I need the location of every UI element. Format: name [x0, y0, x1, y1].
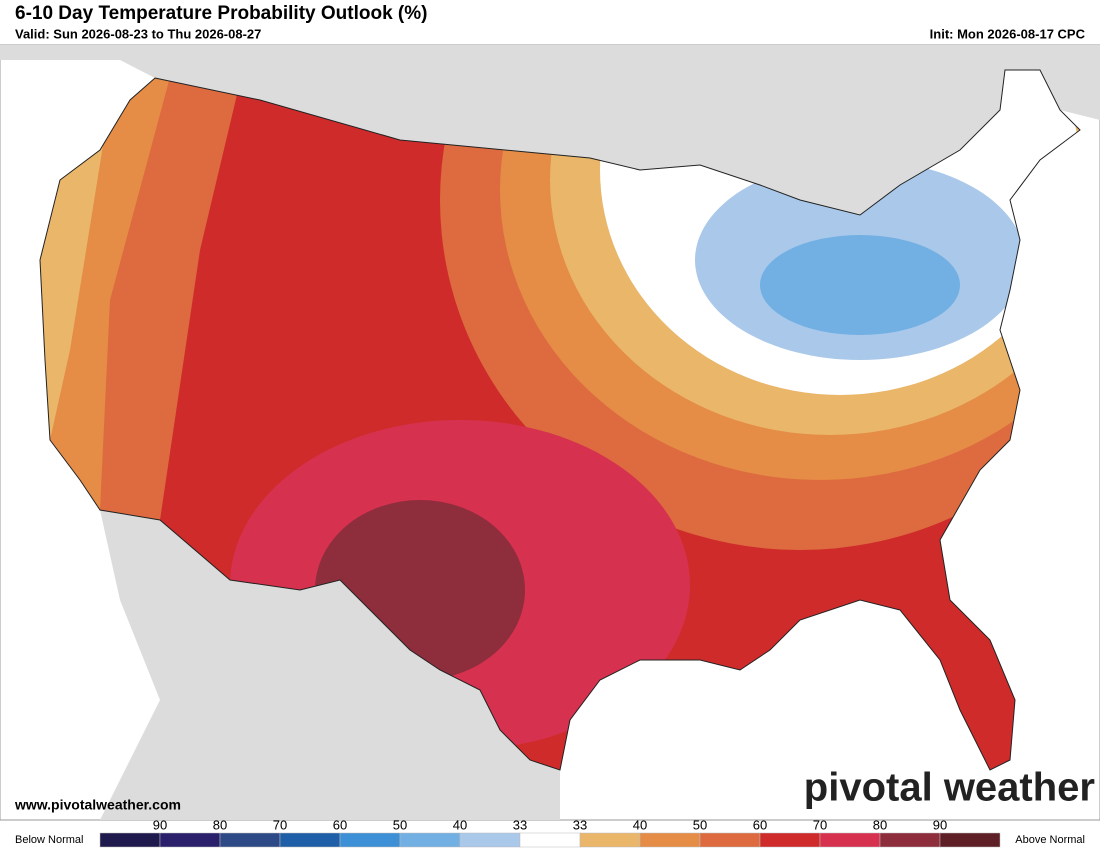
logo: pivotal weather — [804, 766, 1095, 810]
legend-tick-label: 80 — [873, 817, 887, 832]
legend-swatch — [339, 832, 401, 848]
init-time: Init: Mon 2026-08-17 CPC — [930, 26, 1086, 41]
legend-swatch — [639, 832, 701, 848]
legend-swatch — [99, 832, 161, 848]
legend-tick-label: 90 — [933, 817, 947, 832]
legend-swatch — [699, 832, 761, 848]
legend-swatch — [939, 832, 1001, 848]
legend: Below Normal Above Normal 90 80 70 60 50 40 33… — [15, 817, 1085, 848]
legend-tick-label: 60 — [333, 817, 347, 832]
legend-tick-label: 50 — [693, 817, 707, 832]
legend-tick-label: 40 — [453, 817, 467, 832]
legend-swatch — [879, 832, 941, 848]
us-border — [39, 69, 1081, 771]
band-blue — [760, 235, 960, 335]
legend-tick-label: 80 — [213, 817, 227, 832]
legend-below-label: Below Normal — [15, 834, 83, 846]
legend-swatch — [819, 832, 881, 848]
legend-above-label: Above Normal — [1015, 834, 1085, 846]
legend-swatch — [279, 832, 341, 848]
legend-tick-label: 40 — [633, 817, 647, 832]
legend-swatch — [579, 832, 641, 848]
watermark: www.pivotalweather.com — [14, 797, 181, 813]
legend-swatch — [159, 832, 221, 848]
legend-swatch — [399, 832, 461, 848]
mexico — [100, 510, 560, 820]
legend-tick-label: 70 — [273, 817, 287, 832]
legend-tick-label: 70 — [813, 817, 827, 832]
legend-tick-label: 50 — [393, 817, 407, 832]
valid-time: Valid: Sun 2026-08-23 to Thu 2026-08-27 — [15, 26, 261, 41]
canada — [0, 45, 1100, 215]
legend-swatch — [519, 832, 581, 848]
legend-tick-label: 90 — [153, 817, 167, 832]
legend-tick-label: 33 — [513, 817, 527, 832]
title: 6-10 Day Temperature Probability Outlook… — [15, 3, 427, 24]
legend-tick-label: 60 — [753, 817, 767, 832]
legend-tick-label: 33 — [573, 817, 587, 832]
legend-swatch — [459, 832, 521, 848]
legend-swatch — [759, 832, 821, 848]
legend-swatch — [219, 832, 281, 848]
